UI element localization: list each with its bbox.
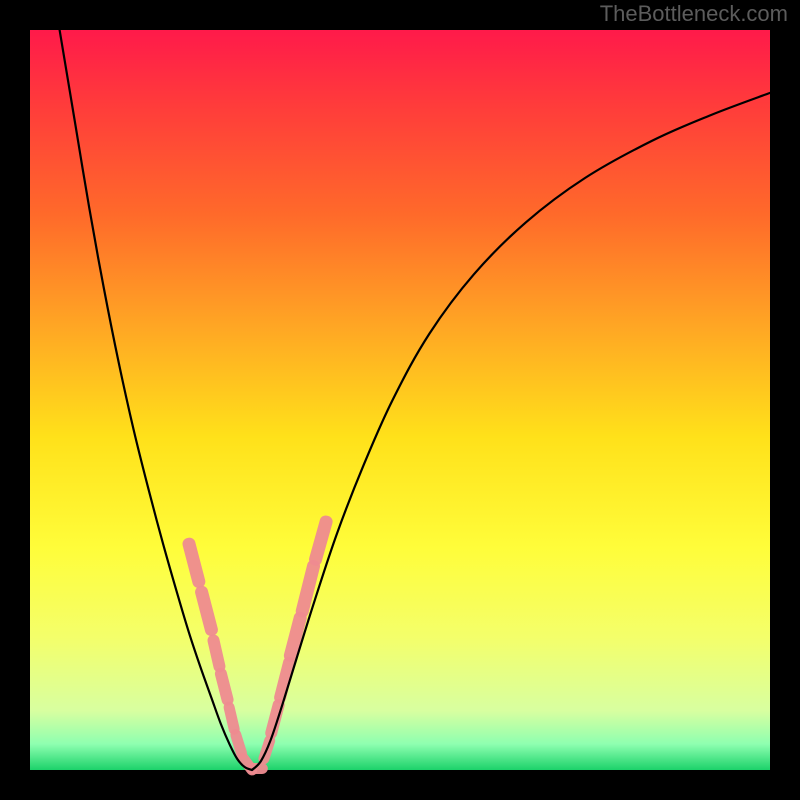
marker-pill [206,633,226,673]
marker-pill [308,514,334,567]
chart-frame: TheBottleneck.com [0,0,800,800]
curve-layer [30,30,770,770]
marker-group [181,514,334,778]
marker-pill [214,666,235,707]
bottleneck-curve-right [252,93,770,770]
marker-pill [181,536,206,589]
marker-pill [194,584,219,637]
plot-area [30,30,770,770]
marker-pill [294,559,321,619]
watermark-text: TheBottleneck.com [600,1,788,27]
